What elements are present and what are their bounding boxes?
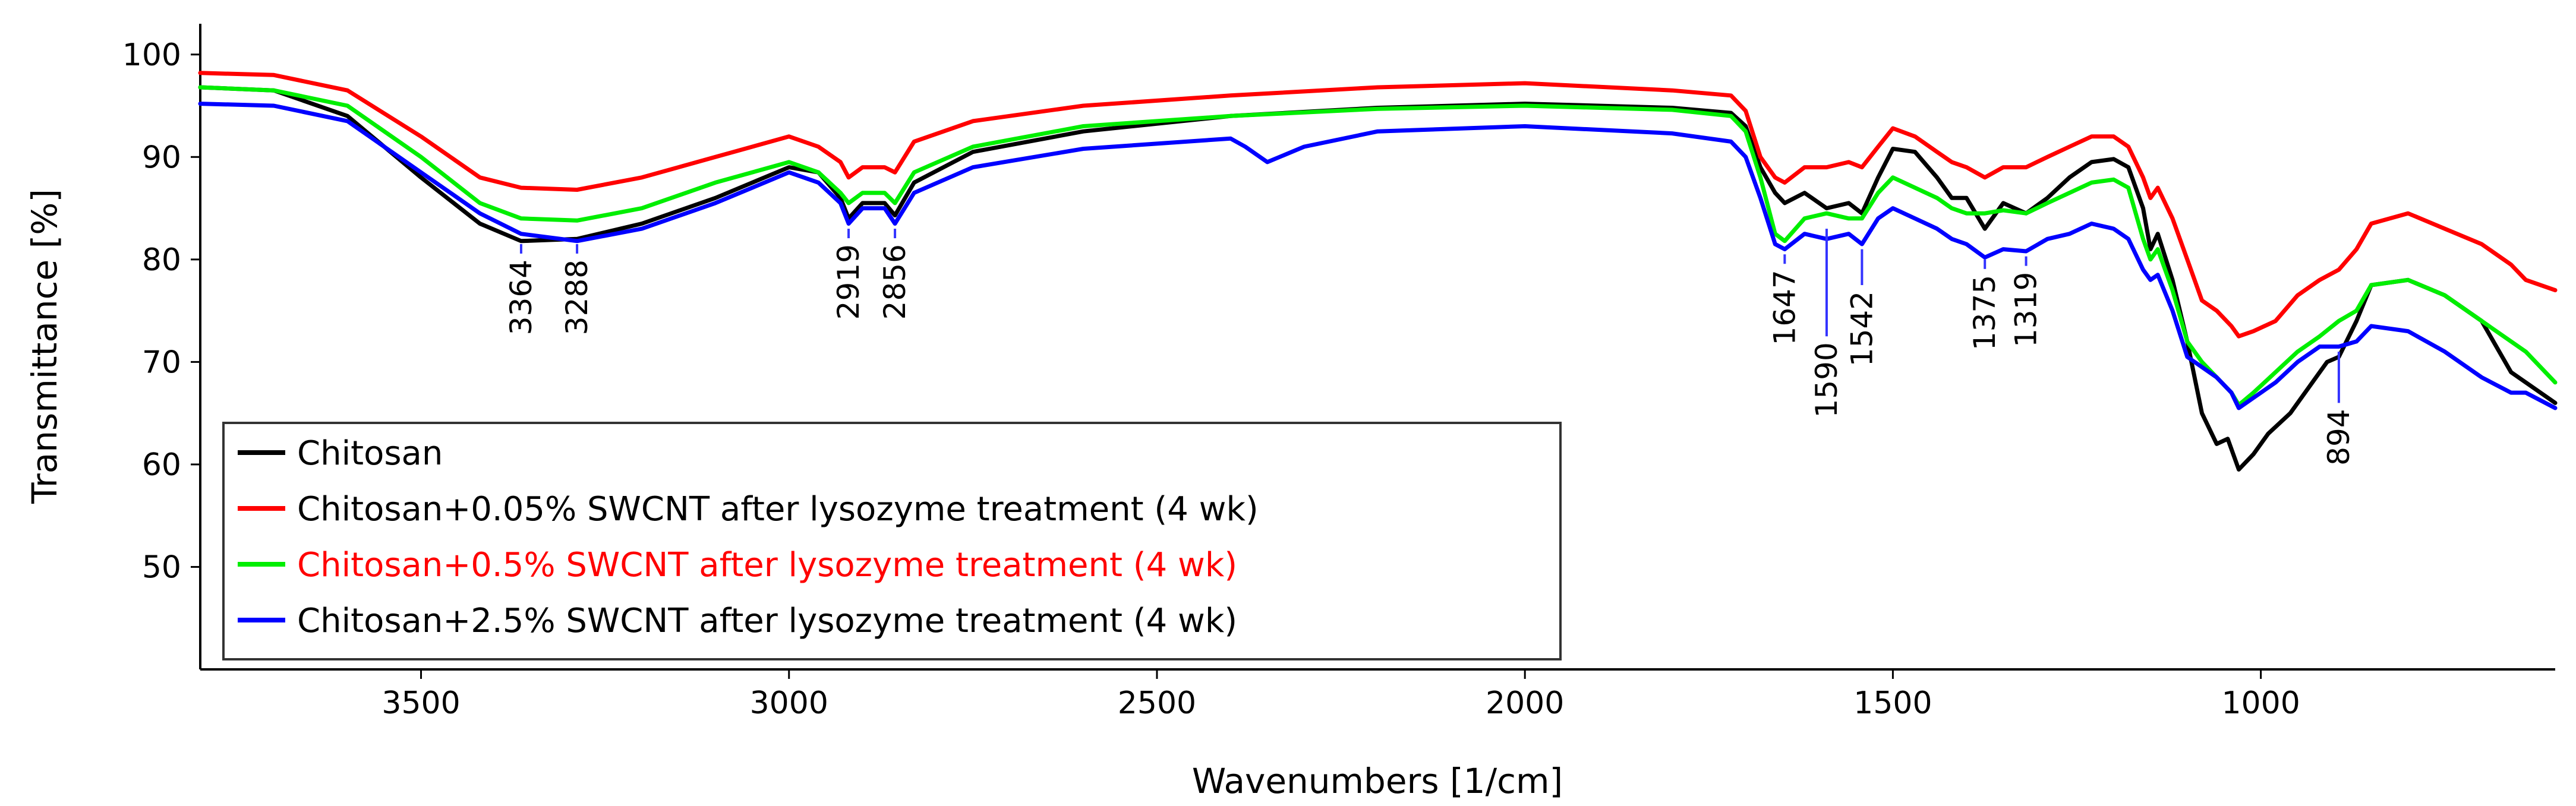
- series-line-3: [198, 85, 2558, 407]
- annotation-label: 3364: [504, 260, 538, 335]
- y-tick-label: 60: [142, 447, 181, 483]
- annotation-label: 1542: [1844, 291, 1879, 366]
- annotation-label: 1375: [1968, 275, 2002, 350]
- annotation-label: 894: [2322, 409, 2356, 465]
- annotation-label: 2919: [831, 244, 866, 320]
- x-axis-title: Wavenumbers [1/cm]: [1192, 761, 1563, 801]
- legend-label-1: Chitosan: [297, 434, 443, 473]
- series-line-2: [198, 71, 2558, 339]
- legend-label-4: Chitosan+2.5% SWCNT after lysozyme treat…: [297, 602, 1237, 640]
- y-tick-label: 80: [142, 242, 181, 278]
- y-tick-label: 70: [142, 344, 181, 380]
- x-tick-label: 2000: [1486, 685, 1564, 721]
- axes: [199, 24, 2555, 671]
- y-tick-label: 50: [142, 549, 181, 585]
- y-tick-label: 100: [122, 37, 181, 73]
- series-line-4: [198, 102, 2558, 410]
- legend-label-2: Chitosan+0.05% SWCNT after lysozyme trea…: [297, 490, 1259, 529]
- legend: Chitosan Chitosan+0.05% SWCNT after lysoz…: [222, 422, 1562, 660]
- y-axis-title: Transmittance [%]: [24, 189, 65, 504]
- annotation-label: 1647: [1767, 270, 1802, 345]
- x-tick-label: 3000: [750, 685, 828, 721]
- annotation-label: 1590: [1809, 342, 1844, 418]
- legend-label-3: Chitosan+0.5% SWCNT after lysozyme treat…: [297, 546, 1237, 584]
- series-line-1: [198, 85, 2558, 472]
- x-tick-label: 1000: [2221, 685, 2300, 721]
- ticks: 3500 3000 2500 2000 1500 1000 50 60 70 80 90 100: [122, 37, 2300, 721]
- x-tick-label: 1500: [1853, 685, 1932, 721]
- x-tick-label: 2500: [1118, 685, 1196, 721]
- annotation-label: 1319: [2009, 272, 2044, 347]
- x-tick-label: 3500: [381, 685, 460, 721]
- annotation-label: 3288: [560, 260, 594, 335]
- y-tick-label: 90: [142, 140, 181, 175]
- annotation-label: 2856: [878, 244, 912, 320]
- legend-box: [222, 422, 1562, 660]
- series-group: [198, 71, 2558, 472]
